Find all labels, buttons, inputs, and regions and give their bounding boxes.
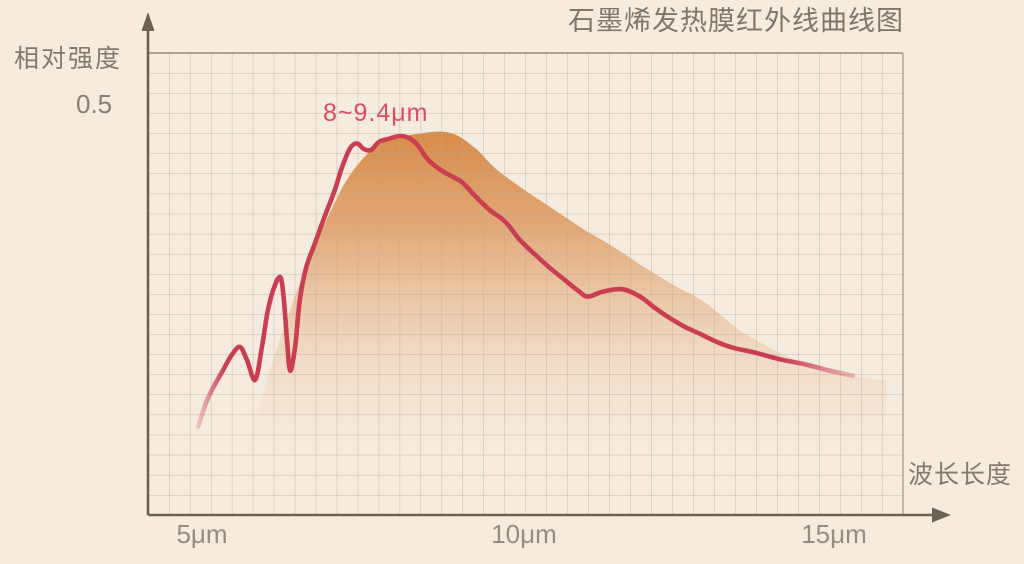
y-axis-label: 相对强度 [14,45,123,73]
peak-band-annotation: 8~9.4μm [323,99,429,127]
x-axis-label: 波长长度 [908,461,1013,489]
x-tick-5um: 5μm [176,519,228,549]
chart-title: 石墨烯发热膜红外线曲线图 [568,6,904,36]
x-tick-10um: 10μm [491,519,557,549]
y-tick-0-5: 0.5 [76,89,113,119]
infrared-intensity-curve [195,133,856,430]
x-tick-15um: 15μm [801,519,867,549]
x-axis-arrowhead-icon [932,507,951,523]
plot-grid [148,53,903,515]
y-axis-arrowhead-icon [141,12,155,31]
